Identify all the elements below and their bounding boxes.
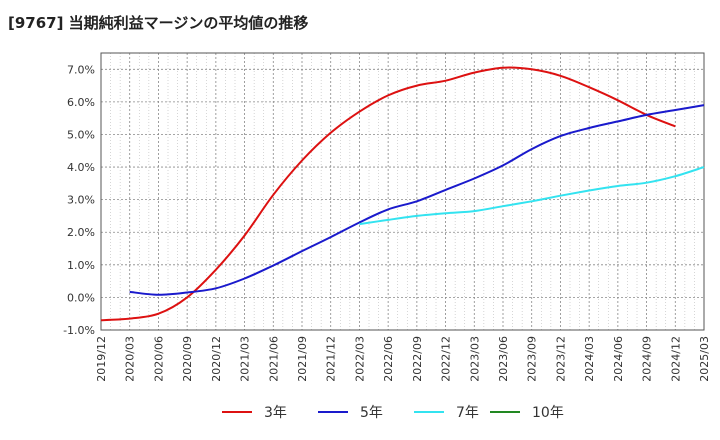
y-tick-label: 5.0% [67,128,95,141]
x-tick-label: 2024/12 [669,336,682,382]
axes: -1.0% 0.0% 1.0% 2.0% 3.0% 4.0% 5.0% 6.0% 7.0% 201… [63,52,711,382]
series-line-5年 [129,104,705,296]
x-tick-label: 2022/06 [382,336,395,382]
y-tick-label: 1.0% [67,259,95,272]
x-tick-label: 2021/06 [267,336,280,382]
x-tick-label: 2022/03 [353,336,366,382]
legend-item-3年: 3年 [222,405,287,421]
x-tick-label: 2023/03 [468,336,481,382]
x-tick-label: 2022/09 [411,336,424,382]
y-tick-label: 7.0% [67,63,95,76]
chart-title: [9767] 当期純利益マージンの平均値の推移 [8,14,309,32]
legend-item-10年: 10年 [490,405,564,421]
legend-label: 7年 [456,405,479,421]
x-tick-label: 2023/12 [554,336,567,382]
series-line-3年 [100,66,676,322]
x-tick-label: 2024/03 [583,336,596,382]
y-tick-label: -1.0% [63,324,95,337]
x-tick-label: 2021/03 [239,336,252,382]
legend-item-7年: 7年 [414,405,479,421]
y-tick-label: 6.0% [67,96,95,109]
y-tick-label: 4.0% [67,161,95,174]
legend: 3年 5年 7年 10年 [222,405,564,421]
x-tick-label: 2023/06 [497,336,510,382]
series-line-7年 [359,166,705,226]
x-tick-label: 2023/09 [526,336,539,382]
x-tick-label: 2019/12 [95,336,108,382]
y-tick-label: 0.0% [67,291,95,304]
x-tick-label: 2024/09 [641,336,654,382]
legend-label: 5年 [360,405,383,421]
x-tick-label: 2024/06 [612,336,625,382]
x-tick-label: 2025/03 [698,336,711,382]
legend-label: 3年 [264,405,287,421]
y-tick-label: 3.0% [67,194,95,207]
x-tick-label: 2022/12 [440,336,453,382]
series-lines [100,66,705,322]
x-tick-label: 2021/09 [296,336,309,382]
x-tick-label: 2021/12 [325,336,338,382]
x-tick-label: 2020/09 [181,336,194,382]
grid [100,53,705,331]
legend-label: 10年 [532,405,564,421]
plot-border [100,52,705,331]
y-tick-label: 2.0% [67,226,95,239]
x-tick-label: 2020/06 [152,336,165,382]
x-tick-label: 2020/03 [124,336,137,382]
legend-item-5年: 5年 [318,405,383,421]
x-tick-label: 2020/12 [210,336,223,382]
